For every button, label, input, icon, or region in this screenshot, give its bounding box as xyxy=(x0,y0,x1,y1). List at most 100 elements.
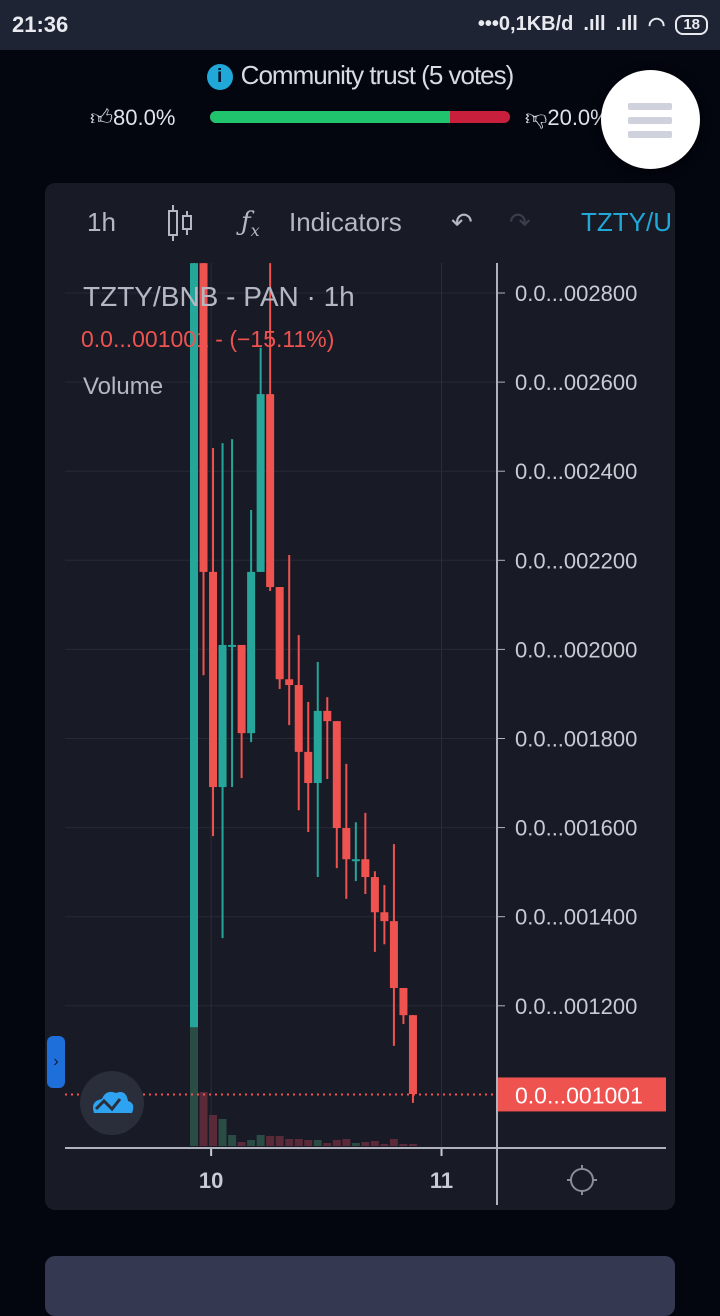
volume-bar xyxy=(332,1140,341,1146)
upvote[interactable]: 👍︎80.0% xyxy=(90,104,175,131)
menu-icon-line xyxy=(628,131,672,138)
volume-bar xyxy=(370,1141,379,1146)
settings-gear-icon[interactable] xyxy=(567,1165,597,1195)
volume-bar xyxy=(199,1092,208,1146)
volume-bar xyxy=(247,1140,256,1146)
candle-type-icon[interactable] xyxy=(165,203,195,250)
info-icon[interactable]: i xyxy=(206,64,233,90)
candle-body xyxy=(247,571,256,734)
volume-bar xyxy=(218,1119,227,1146)
last-price-tag xyxy=(497,1077,666,1112)
volume-bar xyxy=(351,1143,360,1146)
chart-card: 1h ƒx Indicators ↶ ↷ TZTY/U 0.0...002800… xyxy=(45,183,675,1210)
candle-body xyxy=(342,828,351,860)
volume-bar xyxy=(399,1144,408,1146)
candle-body xyxy=(304,751,313,784)
up-percent: 80.0% xyxy=(113,105,176,130)
price-label: 0.0...002800 xyxy=(515,281,637,306)
status-bar: 21:36 •••0,1KB/d .ıll .ıll ◠ 18 xyxy=(0,0,720,50)
candle-body xyxy=(323,710,332,722)
menu-icon xyxy=(628,103,672,110)
volume-bar xyxy=(228,1135,237,1146)
volume-bar xyxy=(408,1144,417,1146)
last-price-label: 0.0...001001 xyxy=(515,1082,643,1108)
candle-body xyxy=(228,644,237,647)
candle-body xyxy=(209,571,218,788)
candle-body xyxy=(399,987,408,1016)
volume-bar xyxy=(304,1140,313,1146)
undo-icon[interactable]: ↶ xyxy=(451,207,473,237)
volume-bar xyxy=(389,1139,398,1146)
signal-icon: .ıll xyxy=(583,13,606,35)
candle-body xyxy=(313,710,322,784)
price-label: 0.0...002200 xyxy=(515,548,637,573)
price-chart[interactable]: 0.0...002800 0.0...002600 0.0...002400 0.0.… xyxy=(45,183,675,1210)
volume-bar xyxy=(285,1139,294,1146)
price-label: 0.0...001800 xyxy=(515,727,637,752)
price-label: 0.0...002000 xyxy=(515,637,637,662)
candle-body xyxy=(361,859,370,878)
price-label: 0.0...002600 xyxy=(515,370,637,395)
interval-button[interactable]: 1h xyxy=(87,207,116,237)
down-percent: 20.0% xyxy=(547,105,610,130)
trust-bar-fill xyxy=(210,111,450,123)
pair-selector[interactable]: TZTY/U xyxy=(581,207,672,237)
candle-body xyxy=(294,685,303,752)
volume-bar xyxy=(361,1142,370,1146)
menu-icon-line xyxy=(628,117,672,124)
price-label: 0.0...001400 xyxy=(515,905,637,930)
network-speed: •••0,1KB/d xyxy=(477,13,574,35)
trust-label: Community trust (5 votes) xyxy=(240,60,515,90)
clock: 21:36 xyxy=(12,12,69,37)
time-label: 11 xyxy=(430,1168,453,1193)
time-label: 10 xyxy=(199,1168,223,1193)
chart-toolbar: 1h ƒx Indicators ↶ ↷ TZTY/U xyxy=(45,183,675,263)
tradingview-logo[interactable] xyxy=(80,1071,144,1135)
volume-bar xyxy=(275,1136,284,1146)
candle-body xyxy=(256,394,265,572)
side-panel-toggle[interactable]: › xyxy=(47,1036,65,1088)
candle-body xyxy=(351,859,360,862)
wifi-icon: ◠ xyxy=(647,14,666,36)
candle-body xyxy=(370,877,379,913)
trust-bar xyxy=(210,111,510,123)
community-trust-title: i Community trust (5 votes) xyxy=(0,60,720,91)
volume-bar xyxy=(256,1135,265,1146)
bottom-panel xyxy=(45,1256,675,1316)
volume-bar xyxy=(313,1140,322,1146)
candle-body xyxy=(275,587,284,680)
chart-legend-title: TZTY/BNB - PAN · 1h xyxy=(83,281,355,312)
price-label: 0.0...002400 xyxy=(515,459,637,484)
candle-body xyxy=(218,644,227,788)
candle-body xyxy=(380,912,389,922)
volume-bar xyxy=(342,1139,351,1146)
volume-bar xyxy=(380,1144,389,1146)
thumbs-down-icon: 👎︎ xyxy=(525,105,548,130)
chart-legend-change: 0.0...001001 - (−15.11%) xyxy=(81,326,335,352)
downvote[interactable]: 👎︎20.0% xyxy=(525,104,610,131)
candle-body xyxy=(285,679,294,686)
thumbs-up-icon: 👍︎ xyxy=(90,105,113,130)
candle-body xyxy=(389,921,398,988)
battery-icon: 18 xyxy=(675,14,708,35)
gear-circle xyxy=(570,1168,594,1192)
volume-bar xyxy=(190,1026,198,1146)
redo-icon[interactable]: ↷ xyxy=(509,207,531,237)
candle-body xyxy=(332,721,341,829)
volume-legend: Volume xyxy=(83,373,164,400)
volume-bar xyxy=(294,1139,303,1146)
menu-button[interactable] xyxy=(601,70,700,169)
candle-body xyxy=(266,394,275,588)
fx-icon: ƒx xyxy=(241,207,260,241)
indicators-button[interactable]: Indicators xyxy=(289,207,402,237)
volume-bar xyxy=(209,1115,218,1146)
candle-body xyxy=(199,263,208,572)
volume-bar xyxy=(237,1142,246,1146)
candle-body xyxy=(190,263,198,1028)
volume-bar xyxy=(323,1143,332,1146)
signal-icon: .ıll xyxy=(615,13,638,35)
price-label: 0.0...001600 xyxy=(515,816,637,841)
price-label: 0.0...001200 xyxy=(515,994,637,1019)
volume-bar xyxy=(266,1136,275,1146)
candle-body xyxy=(237,644,246,734)
